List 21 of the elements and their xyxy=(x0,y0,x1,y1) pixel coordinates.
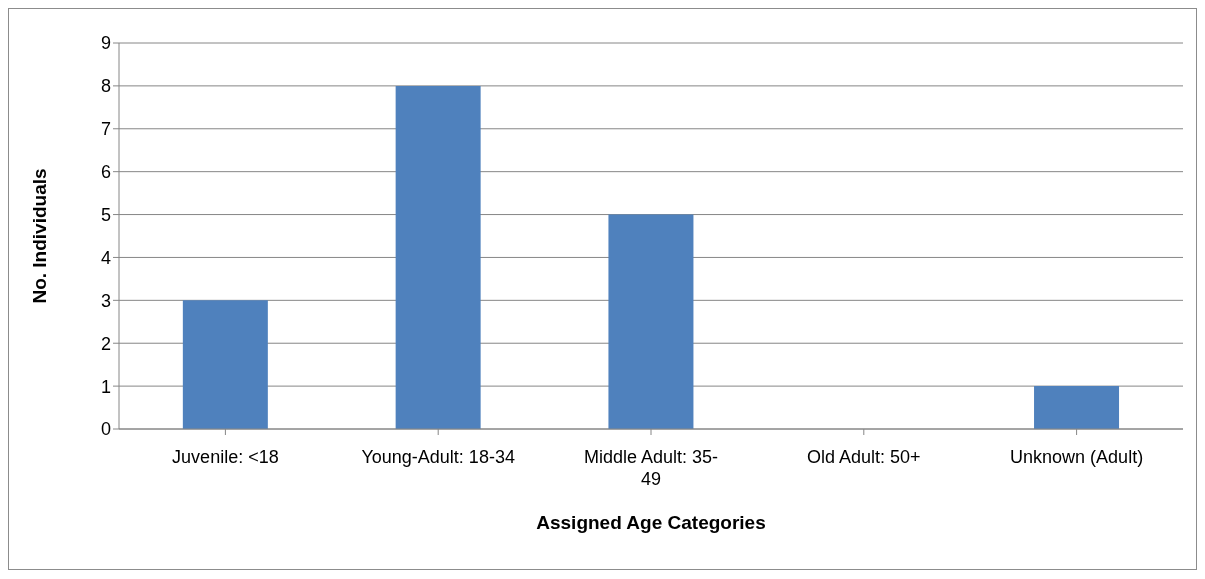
y-tick-label: 2 xyxy=(100,333,111,354)
x-tick-label: Middle Adult: 35-49 xyxy=(583,447,719,489)
y-tick-label: 8 xyxy=(100,76,111,97)
bar xyxy=(1034,386,1120,429)
y-tick-label: 9 xyxy=(100,33,111,54)
x-tick-label: Young-Adult: 18-34 xyxy=(361,447,515,467)
x-tick-label: Unknown (Adult) xyxy=(1010,447,1144,467)
bar xyxy=(608,214,694,429)
x-axis-title: Assigned Age Categories xyxy=(536,512,766,533)
y-tick-label: 0 xyxy=(100,419,111,440)
y-axis-title: No. Individuals xyxy=(28,168,50,304)
bar xyxy=(395,85,481,429)
y-tick-label: 7 xyxy=(100,119,111,140)
x-tick-label: Old Adult: 50+ xyxy=(807,447,921,467)
y-tick-label: 3 xyxy=(100,290,111,311)
bar xyxy=(182,300,268,429)
y-tick-label: 6 xyxy=(100,162,111,183)
y-tick-label: 1 xyxy=(100,376,111,397)
y-tick-label: 5 xyxy=(100,204,111,225)
y-tick-label: 4 xyxy=(100,247,111,268)
x-tick-label: Juvenile: <18 xyxy=(172,447,279,467)
